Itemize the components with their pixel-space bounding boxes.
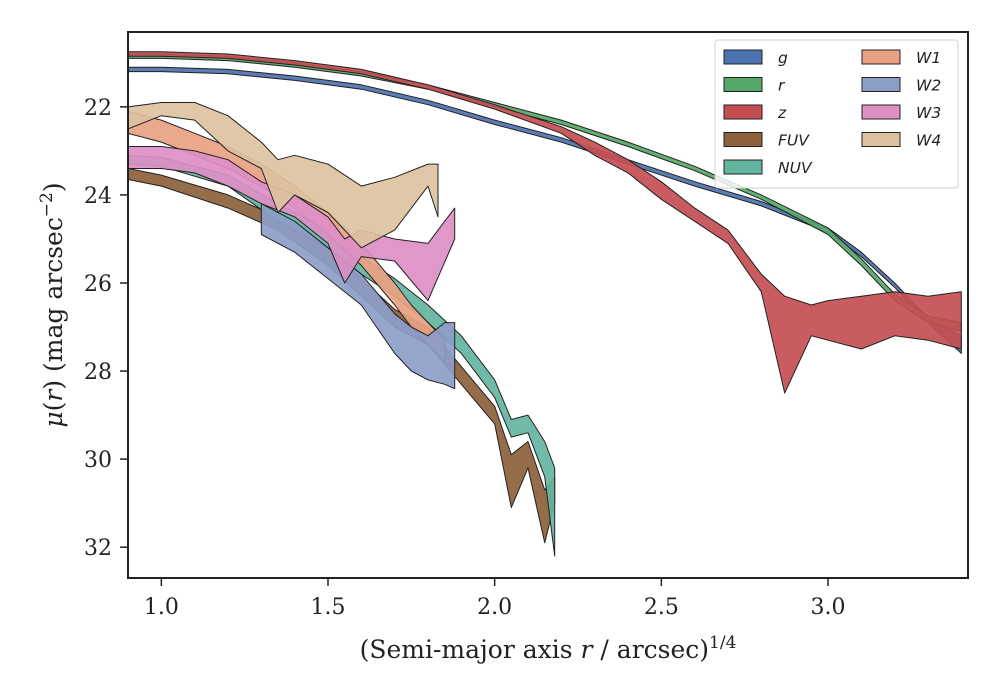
y-tick-label: 28 [84,360,112,385]
y-tick-label: 22 [84,96,112,121]
legend-label-nuv: NUV [778,159,813,177]
legend-label-w1: W1 [916,49,941,67]
y-tick-label: 26 [84,272,112,297]
x-axis-title: (Semi-major axis r / arcsec)1/4 [360,633,737,664]
y-tick-label: 24 [84,184,112,209]
legend-swatch-w4 [861,132,901,147]
legend-label-fuv: FUV [778,132,810,150]
legend: grz FUV NUV W1 W2 W3 W4 [714,39,959,189]
axis-ticks: 1.0 1.5 2.0 2.5 3.0 22 24 26 28 30 32 [84,96,846,620]
y-tick-label: 32 [84,536,112,561]
legend-label-w2: W2 [916,77,941,95]
legend-label-g: g [778,49,788,67]
legend-label-z: z [777,104,787,122]
series-band-w2 [260,203,456,390]
x-tick-label: 1.0 [144,595,179,620]
legend-swatch-w2 [861,77,901,92]
legend-label-w3: W3 [916,104,941,122]
x-tick-label: 3.0 [811,595,846,620]
legend-label-w4: W4 [916,132,941,150]
x-tick-label: 2.5 [644,595,679,620]
plot-frame [127,31,969,579]
legend-label-r: r [778,77,786,95]
legend-swatch-r [723,77,763,92]
legend-swatch-g [723,49,763,65]
series-band-w4 [128,102,439,249]
legend-swatch-w3 [861,104,901,120]
y-axis-title: μ(r) (mag arcsec−2) [37,182,68,427]
series-areas [128,51,962,557]
y-tick-label: 30 [84,448,112,473]
legend-swatch-fuv [723,132,763,147]
x-tick-label: 1.5 [311,595,346,620]
legend-swatch-nuv [723,159,763,175]
series-band-g [128,66,962,354]
series-band-z [128,51,962,394]
legend-swatch-z [723,104,763,120]
legend-swatch-w1 [861,49,901,65]
x-tick-label: 2.0 [477,595,512,620]
series-band-w3 [128,146,456,302]
